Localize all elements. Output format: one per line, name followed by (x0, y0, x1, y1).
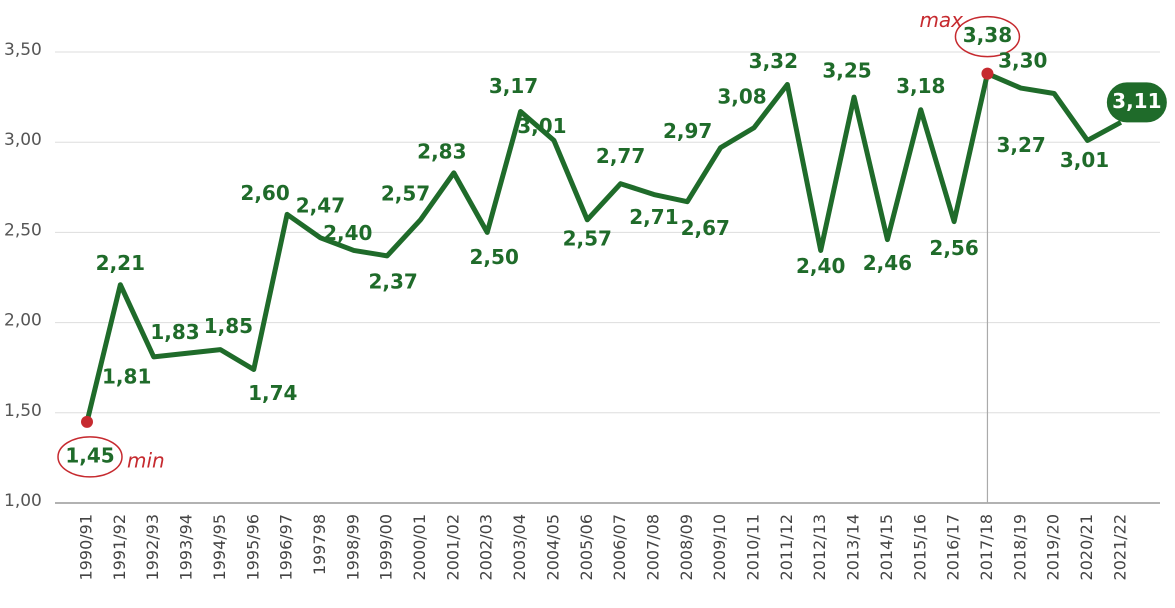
value-label: 3,17 (489, 74, 538, 98)
x-tick-label: 2002/03 (477, 514, 496, 580)
x-tick-label: 1994/95 (210, 514, 229, 580)
x-tick-label: 2017/18 (977, 514, 996, 580)
x-tick-label: 2018/19 (1010, 514, 1029, 580)
max-annotation: max (919, 8, 963, 32)
value-label: 2,37 (368, 269, 417, 293)
y-tick-label: 2,50 (4, 220, 42, 240)
x-tick-label: 2008/09 (677, 514, 696, 580)
y-tick-label: 2,00 (4, 311, 42, 331)
value-label: 2,56 (929, 236, 978, 260)
value-label: 1,45 (65, 443, 114, 467)
value-label: 2,77 (596, 144, 645, 168)
value-label: 3,32 (749, 49, 798, 73)
x-tick-label: 1996/97 (277, 514, 296, 580)
value-label: 2,97 (663, 119, 712, 143)
x-tick-label: 1992/93 (143, 514, 162, 580)
x-tick-label: 2007/08 (643, 514, 662, 580)
x-tick-label: 1998/99 (343, 514, 362, 580)
x-tick-label: 2012/13 (810, 514, 829, 580)
value-label: 2,40 (796, 254, 845, 278)
value-label: 1,83 (150, 320, 199, 344)
x-tick-label: 2016/17 (944, 514, 963, 580)
x-tick-label: 2000/01 (410, 514, 429, 580)
y-tick-label: 1,00 (4, 491, 42, 511)
value-label: 1,85 (204, 314, 253, 338)
x-tick-label: 2021/22 (1110, 514, 1129, 580)
value-label: 2,71 (629, 205, 678, 229)
value-label: 2,47 (296, 193, 345, 217)
value-label: 1,81 (102, 364, 151, 388)
x-tick-label: 2004/05 (543, 514, 562, 580)
value-label: 2,50 (470, 245, 519, 269)
x-tick-label: 2014/15 (877, 514, 896, 580)
value-label: 3,30 (998, 49, 1047, 73)
y-tick-label: 1,50 (4, 401, 42, 421)
x-tick-label: 2013/14 (844, 514, 863, 580)
x-tick-label: 1995/96 (243, 514, 262, 580)
x-tick-label: 2019/20 (1044, 514, 1063, 580)
value-label: 2,21 (96, 251, 145, 275)
value-label: 2,67 (681, 216, 730, 240)
x-tick-label: 199798 (310, 514, 329, 575)
x-tick-label: 2005/06 (577, 514, 596, 580)
min-annotation: min (127, 448, 165, 472)
y-tick-label: 3,00 (4, 130, 42, 150)
x-tick-label: 2015/16 (910, 514, 929, 580)
x-tick-label: 1993/94 (177, 514, 196, 580)
value-label: 2,40 (323, 221, 372, 245)
value-label: 2,60 (240, 181, 289, 205)
x-tick-label: 2003/04 (510, 514, 529, 580)
x-tick-label: 2001/02 (443, 514, 462, 580)
value-label: 2,57 (381, 181, 430, 205)
x-tick-label: 2006/07 (610, 514, 629, 580)
value-label: 3,38 (963, 23, 1012, 47)
x-tick-label: 1990/91 (77, 514, 96, 580)
value-label: 1,74 (248, 381, 297, 405)
value-label: 3,18 (896, 74, 945, 98)
value-label: 3,11 (1112, 89, 1161, 113)
x-tick-label: 1999/00 (377, 514, 396, 580)
value-label: 2,46 (863, 251, 912, 275)
extreme-marker (981, 68, 993, 80)
y-tick-label: 3,50 (4, 40, 42, 60)
value-label: 3,25 (822, 59, 871, 83)
value-label: 3,08 (717, 84, 766, 108)
x-tick-label: 2020/21 (1077, 514, 1096, 580)
x-tick-label: 2009/10 (710, 514, 729, 580)
x-tick-label: 1991/92 (110, 514, 129, 580)
value-label: 3,01 (1060, 148, 1109, 172)
extreme-marker (81, 416, 93, 428)
x-tick-label: 2011/12 (777, 514, 796, 580)
value-label: 3,01 (517, 114, 566, 138)
value-label: 3,27 (996, 133, 1045, 157)
value-label: 2,83 (417, 139, 466, 163)
chart: 1,00 1,50 2,00 2,50 3,00 3,50 1990/91 1991/92 19… (0, 0, 1175, 608)
value-label: 2,57 (563, 226, 612, 250)
x-tick-label: 2010/11 (744, 514, 763, 580)
